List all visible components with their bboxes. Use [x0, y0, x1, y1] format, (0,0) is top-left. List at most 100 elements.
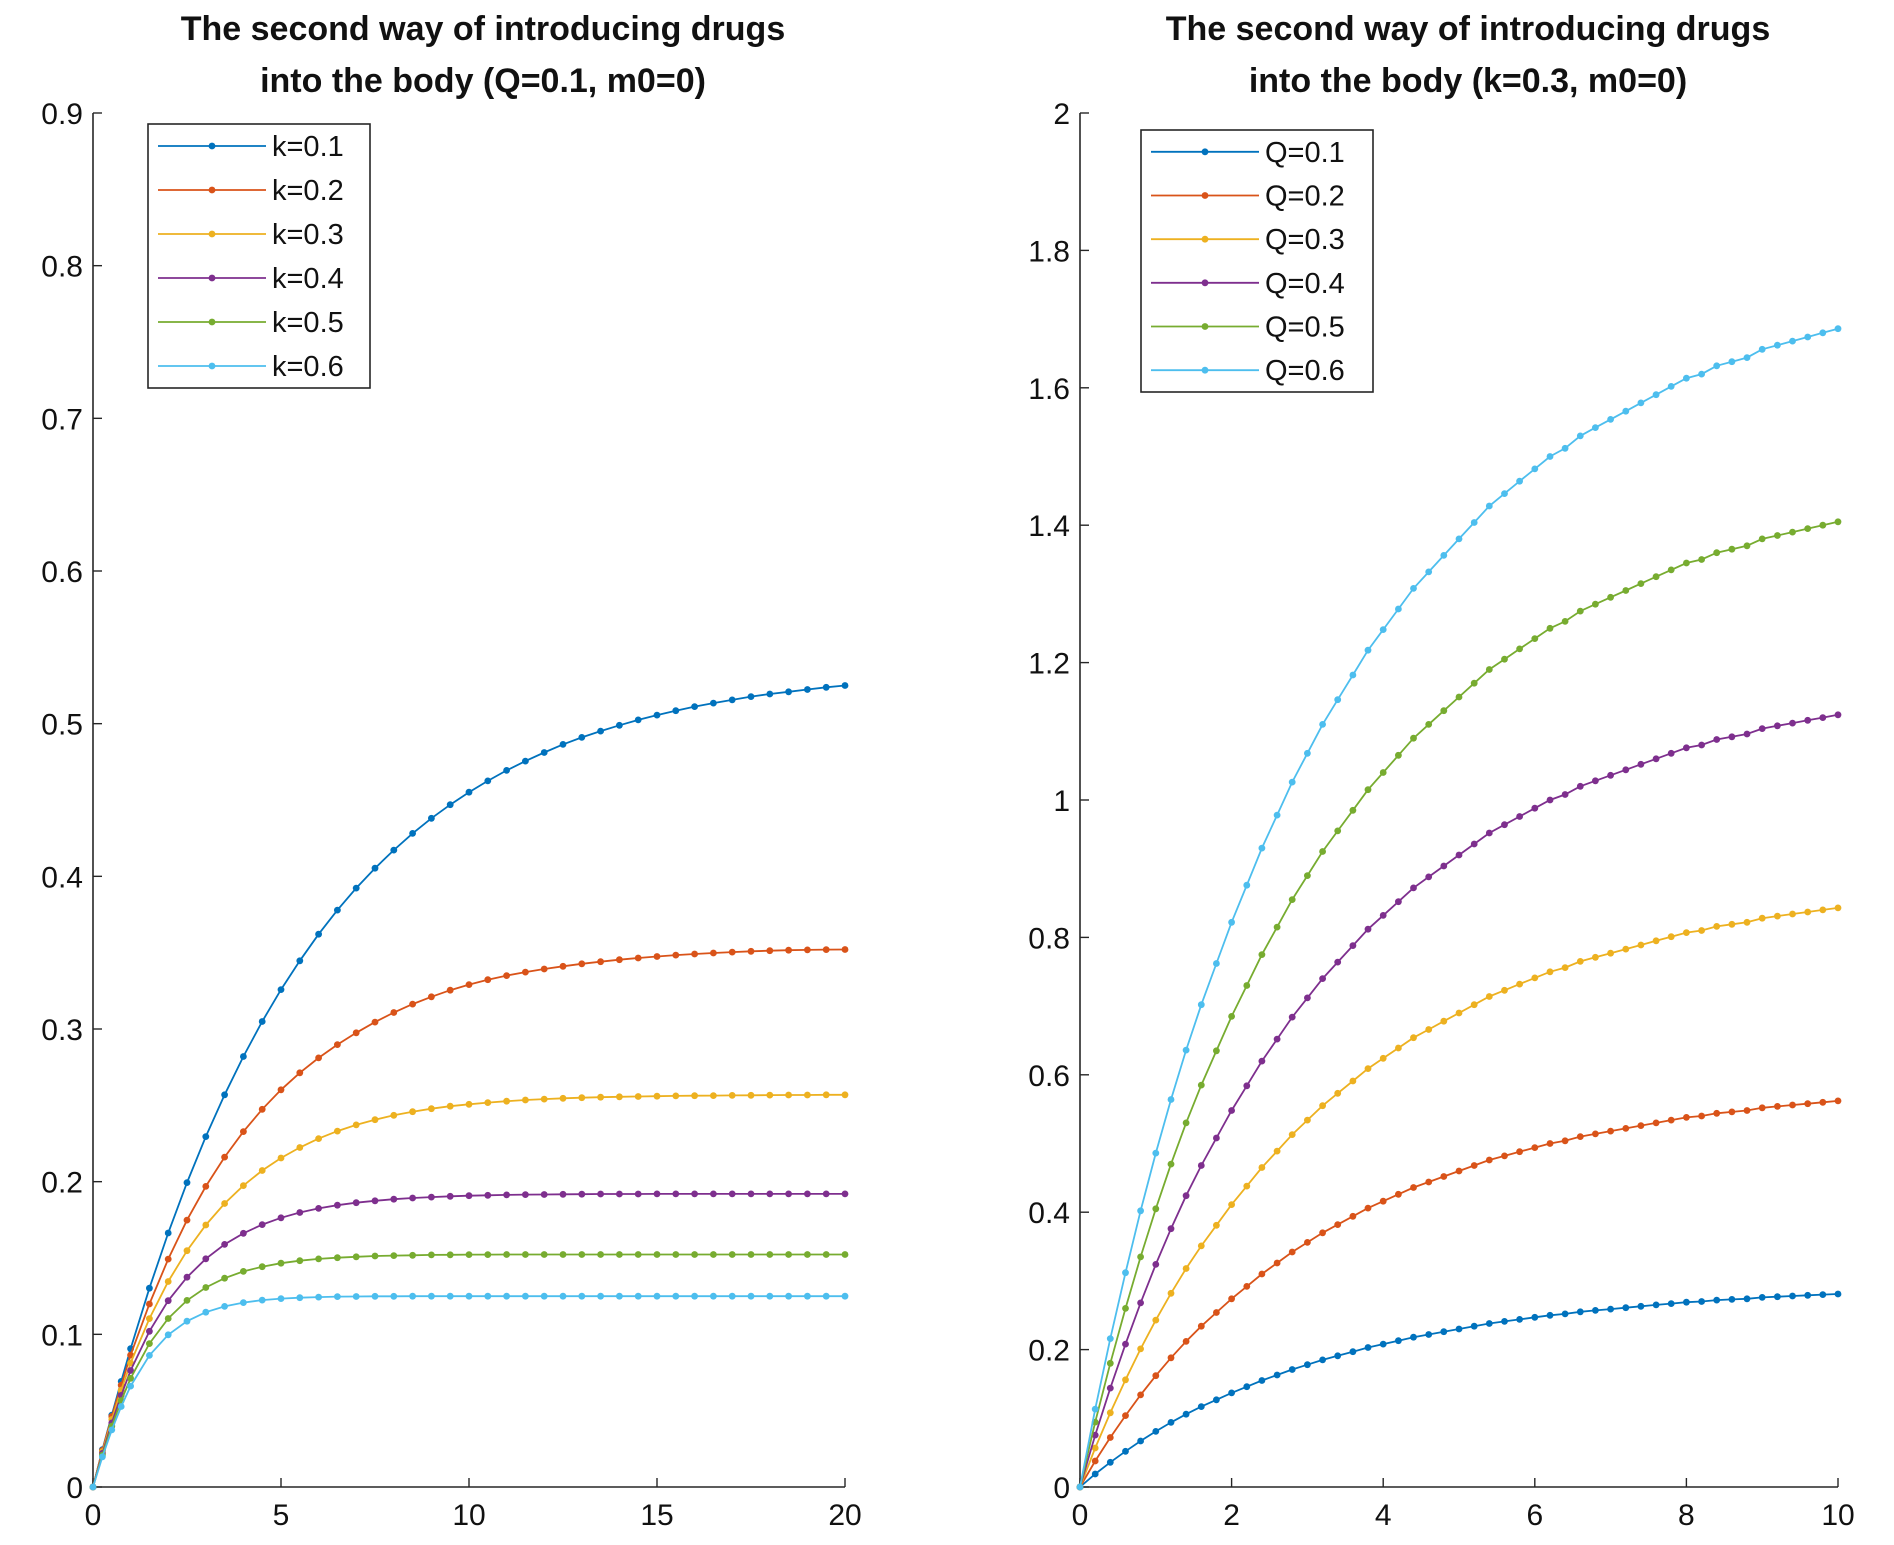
chart-right-data-point — [1819, 714, 1827, 721]
chart-right-data-point — [1683, 1298, 1690, 1306]
chart-left-data-point — [747, 693, 755, 700]
chart-right-data-point — [1546, 968, 1554, 976]
chart-right-data-point — [1182, 1265, 1190, 1272]
chart-right-data-point — [1561, 791, 1569, 798]
chart-left-data-point — [390, 1195, 398, 1203]
chart-right-data-point — [1319, 1102, 1326, 1110]
chart-right-data-point — [1440, 1328, 1448, 1336]
chart-right-data-point — [1395, 605, 1402, 613]
chart-right-data-point — [1258, 844, 1266, 852]
chart-left-data-point — [710, 1251, 717, 1258]
chart-left-series-line — [92, 1295, 845, 1488]
chart-left-y-tick-label: 0 — [66, 1472, 83, 1505]
chart-left-data-point — [371, 1292, 379, 1300]
chart-left-data-point — [296, 1294, 304, 1302]
chart-right-data-point — [1273, 923, 1281, 931]
chart-left-data-point — [465, 788, 473, 796]
chart-right-data-point — [1834, 1097, 1842, 1105]
chart-right-data-point — [1698, 927, 1705, 934]
chart-right-data-point — [1379, 626, 1387, 633]
chart-left-data-point — [597, 958, 604, 966]
chart-right-data-point — [1683, 374, 1690, 382]
chart-right-data-point — [1091, 1470, 1099, 1478]
chart-right-data-point — [1273, 1371, 1281, 1379]
chart-right-data-point — [1819, 1291, 1827, 1298]
chart-right-data-point — [1395, 1044, 1402, 1052]
chart-left-data-point — [747, 1091, 755, 1099]
chart-left-data-point — [634, 954, 642, 962]
chart-left-data-point — [653, 1190, 661, 1198]
chart-right-data-point — [1106, 1335, 1114, 1342]
chart-left-data-point — [616, 721, 623, 729]
chart-left-data-point — [672, 1190, 680, 1198]
chart-right-data-point — [1288, 1366, 1296, 1373]
chart-left-data-point — [446, 1102, 454, 1110]
chart-left-data-point — [484, 1099, 492, 1106]
chart-right-data-point — [1304, 994, 1311, 1002]
chart-left-data-point — [559, 1251, 567, 1258]
chart-right-data-point — [1258, 1164, 1266, 1171]
chart-right-data-point — [1683, 744, 1690, 752]
chart-left-data-point — [164, 1297, 172, 1305]
chart-right-data-point — [1728, 358, 1736, 366]
chart-right-data-point — [1561, 1137, 1569, 1145]
chart-left-data-point — [258, 1167, 266, 1174]
chart-right-x-tick-label: 6 — [1526, 1499, 1543, 1532]
chart-right-series-line — [1079, 327, 1839, 1488]
chart-right-data-point — [1804, 1291, 1812, 1299]
chart-left-data-point — [804, 1251, 811, 1258]
chart-left-data-point — [597, 1190, 604, 1198]
chart-right-data-point — [1804, 1100, 1812, 1108]
chart-left-data-point — [804, 1292, 811, 1300]
chart-right-data-point — [1243, 1383, 1251, 1391]
chart-left-data-point — [559, 1094, 567, 1102]
chart-left-data-point — [766, 1251, 774, 1258]
chart-left-data-point — [202, 1133, 210, 1140]
chart-right-data-point — [1228, 1201, 1235, 1208]
chart-left-data-point — [428, 1105, 435, 1113]
chart-right-data-point — [1410, 1184, 1417, 1191]
chart-right-legend: Q=0.1 Q=0.2 Q=0.3 Q=0.4 Q=0.5 Q=0.6 — [1140, 129, 1374, 393]
chart-right-data-point — [1122, 1447, 1129, 1455]
chart-left-data-point — [352, 1121, 360, 1129]
chart-right-data-point — [1197, 1322, 1205, 1330]
chart-right-data-point — [1743, 730, 1751, 738]
chart-right-data-point — [1425, 1178, 1433, 1186]
chart-right-data-point — [1425, 873, 1433, 881]
chart-right-data-point — [1440, 707, 1448, 715]
chart-right-data-point — [1652, 391, 1660, 399]
chart-right-data-point — [1652, 1301, 1660, 1309]
chart-right-data-point — [1167, 1419, 1175, 1426]
chart-left-data-point — [409, 1251, 416, 1259]
chart-left-data-point — [766, 1091, 774, 1099]
chart-right-data-point — [1743, 542, 1751, 550]
chart-right-data-point — [1516, 477, 1523, 485]
chart-right-data-point — [1819, 329, 1827, 337]
chart-left-data-point — [597, 1292, 604, 1300]
chart-left-data-point — [540, 749, 548, 756]
chart-left-data-point — [653, 1092, 661, 1100]
chart-left-data-point — [785, 688, 792, 696]
chart-left-data-point — [766, 690, 774, 698]
chart-right-data-point — [1576, 782, 1584, 790]
chart-right-data-point — [1243, 1283, 1251, 1290]
chart-right-legend-swatch-marker — [1201, 148, 1209, 156]
chart-right-legend-entry-label: Q=0.1 — [1265, 137, 1345, 169]
chart-right-data-point — [1137, 1299, 1144, 1307]
chart-right-data-point — [1182, 1338, 1190, 1345]
chart-left-data-point — [202, 1221, 210, 1229]
chart-left-data-point — [409, 830, 416, 837]
chart-right-legend-box — [1140, 129, 1374, 393]
chart-right-data-point — [1410, 1034, 1417, 1042]
chart-left-series-1 — [89, 682, 849, 1491]
chart-left-data-point — [371, 1116, 379, 1124]
chart-left-data-point — [785, 1251, 792, 1258]
chart-right-data-point — [1743, 354, 1751, 361]
chart-right-data-point — [1304, 872, 1311, 879]
chart-right-data-point — [1789, 528, 1796, 536]
chart-left-legend-entry-label: k=0.1 — [272, 131, 344, 163]
chart-left-data-point — [409, 1194, 416, 1202]
chart-left-y-tick-label: 0.8 — [41, 251, 83, 284]
chart-right-data-point — [1364, 925, 1372, 933]
chart-right-data-point — [1349, 806, 1357, 814]
